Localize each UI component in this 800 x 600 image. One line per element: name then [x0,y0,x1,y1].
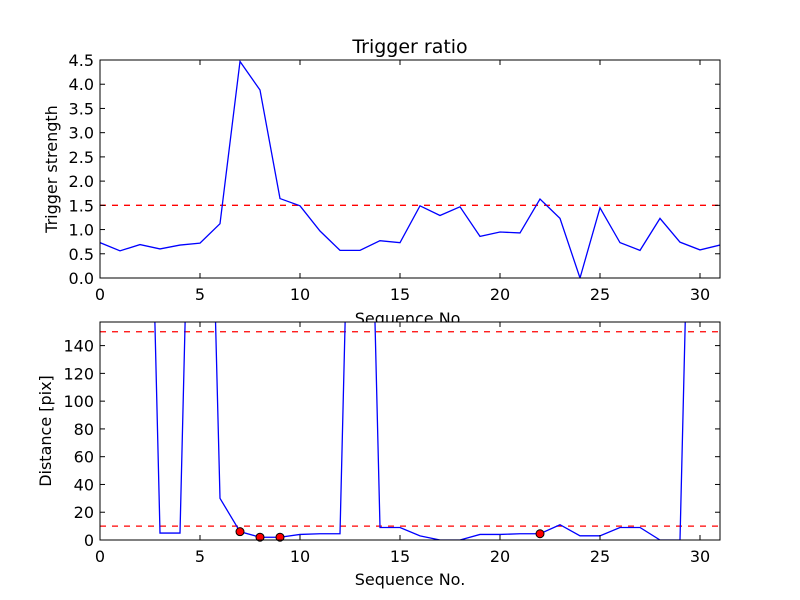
distance-chart: 0 5 10 15 20 25 30 0 20 40 60 80 100 120 140 Sequence … [36,321,721,589]
plot-area [100,322,720,540]
y-tick-label: 1.5 [69,196,94,215]
y-tick-label: 0.0 [69,269,94,288]
y-tick-label: 20 [74,503,94,522]
y-tick-label: 1.0 [69,221,94,240]
x-tick-label: 5 [195,285,205,304]
y-axis-label: Trigger strength [42,105,61,234]
x-tick-label: 20 [490,285,510,304]
y-tick-label: 140 [63,337,94,356]
series-group [100,60,720,278]
x-tick-label: 0 [95,285,105,304]
y-tick-label: 0.5 [69,245,94,264]
trigger-ratio-chart: Trigger ratio 0 5 10 15 20 25 30 0.0 0.5 1.0 1.5 2.… [42,36,721,328]
series-line [154,322,686,540]
axes-frame [99,321,721,541]
y-tick-label: 3.5 [69,99,94,118]
y-tick-label: 60 [74,448,94,467]
x-tick-label: 10 [290,285,310,304]
y-tick-label: 2.5 [69,148,94,167]
x-tick-label: 30 [690,547,710,566]
y-axis-label: Distance [pix] [36,375,55,487]
y-tick-label: 3.0 [69,124,94,143]
y-tick-label: 4.5 [69,51,94,70]
x-tick-label: 10 [290,547,310,566]
x-tick-label: 15 [390,547,410,566]
highlight-point [235,527,245,537]
y-tick-label: 2.0 [69,172,94,191]
x-tick-label: 25 [590,285,610,304]
y-tick-label: 40 [74,475,94,494]
y-tick-label: 120 [63,364,94,383]
y-tick-label: 0 [84,531,94,550]
axes: 0 5 10 15 20 25 30 0.0 0.5 1.0 1.5 2.0 2.5 3.0 3.5 4.0 4… [69,51,721,304]
highlight-point [275,532,285,542]
highlight-point [255,532,265,542]
threshold-lines [100,331,720,527]
highlight-point [535,529,545,539]
x-axis-label: Sequence No. [355,570,466,589]
axes: 0 5 10 15 20 25 30 0 20 40 60 80 100 120 140 [63,321,721,566]
x-tick-label: 0 [95,547,105,566]
x-tick-label: 25 [590,547,610,566]
plot-area [100,60,720,278]
chart-title: Trigger ratio [351,36,467,58]
y-tick-label: 80 [74,420,94,439]
x-tick-label: 5 [195,547,205,566]
highlight-points [235,527,545,542]
series-line [100,60,720,278]
x-tick-label: 20 [490,547,510,566]
axes-frame [99,59,721,279]
series-group [154,322,686,540]
y-tick-label: 100 [63,392,94,411]
x-tick-label: 30 [690,285,710,304]
y-tick-label: 4.0 [69,75,94,94]
x-tick-label: 15 [390,285,410,304]
